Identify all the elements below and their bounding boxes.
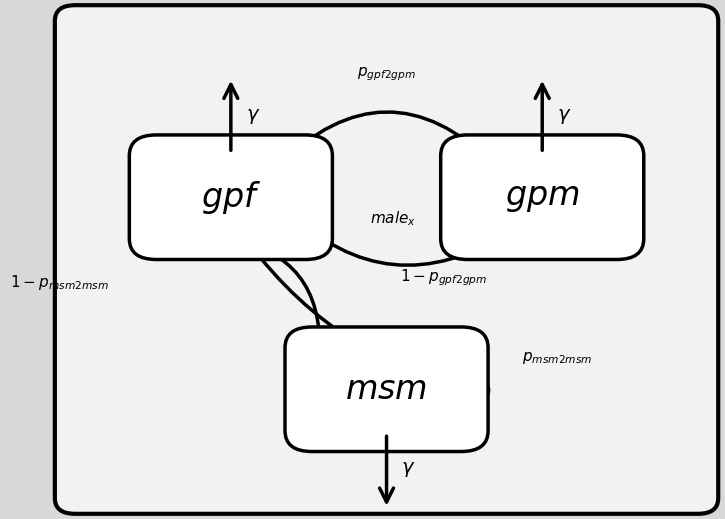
Text: $1 - p_{msm2msm}$: $1 - p_{msm2msm}$ <box>10 274 109 292</box>
FancyArrowPatch shape <box>449 365 489 419</box>
FancyArrowPatch shape <box>247 241 359 344</box>
Text: $male_x$: $male_x$ <box>370 210 416 228</box>
FancyBboxPatch shape <box>55 5 718 514</box>
Text: $\mathbf{\mathit{gpm}}$: $\mathbf{\mathit{gpm}}$ <box>505 181 579 214</box>
FancyBboxPatch shape <box>285 327 488 452</box>
Text: $\gamma$: $\gamma$ <box>402 460 416 479</box>
FancyBboxPatch shape <box>441 135 644 260</box>
Text: $\mathbf{\mathit{msm}}$: $\mathbf{\mathit{msm}}$ <box>346 373 428 406</box>
FancyArrowPatch shape <box>278 112 493 166</box>
Text: $\mathbf{\mathit{gpf}}$: $\mathbf{\mathit{gpf}}$ <box>201 179 261 216</box>
Text: $1 - p_{gpf2gpm}$: $1 - p_{gpf2gpm}$ <box>400 267 487 288</box>
FancyArrowPatch shape <box>288 210 510 265</box>
Text: $p_{gpf2gpm}$: $p_{gpf2gpm}$ <box>357 65 416 83</box>
FancyBboxPatch shape <box>129 135 332 260</box>
FancyArrowPatch shape <box>230 235 320 353</box>
Text: $\gamma$: $\gamma$ <box>557 107 571 126</box>
Text: $\gamma$: $\gamma$ <box>246 107 260 126</box>
Text: $p_{msm2msm}$: $p_{msm2msm}$ <box>522 350 592 366</box>
